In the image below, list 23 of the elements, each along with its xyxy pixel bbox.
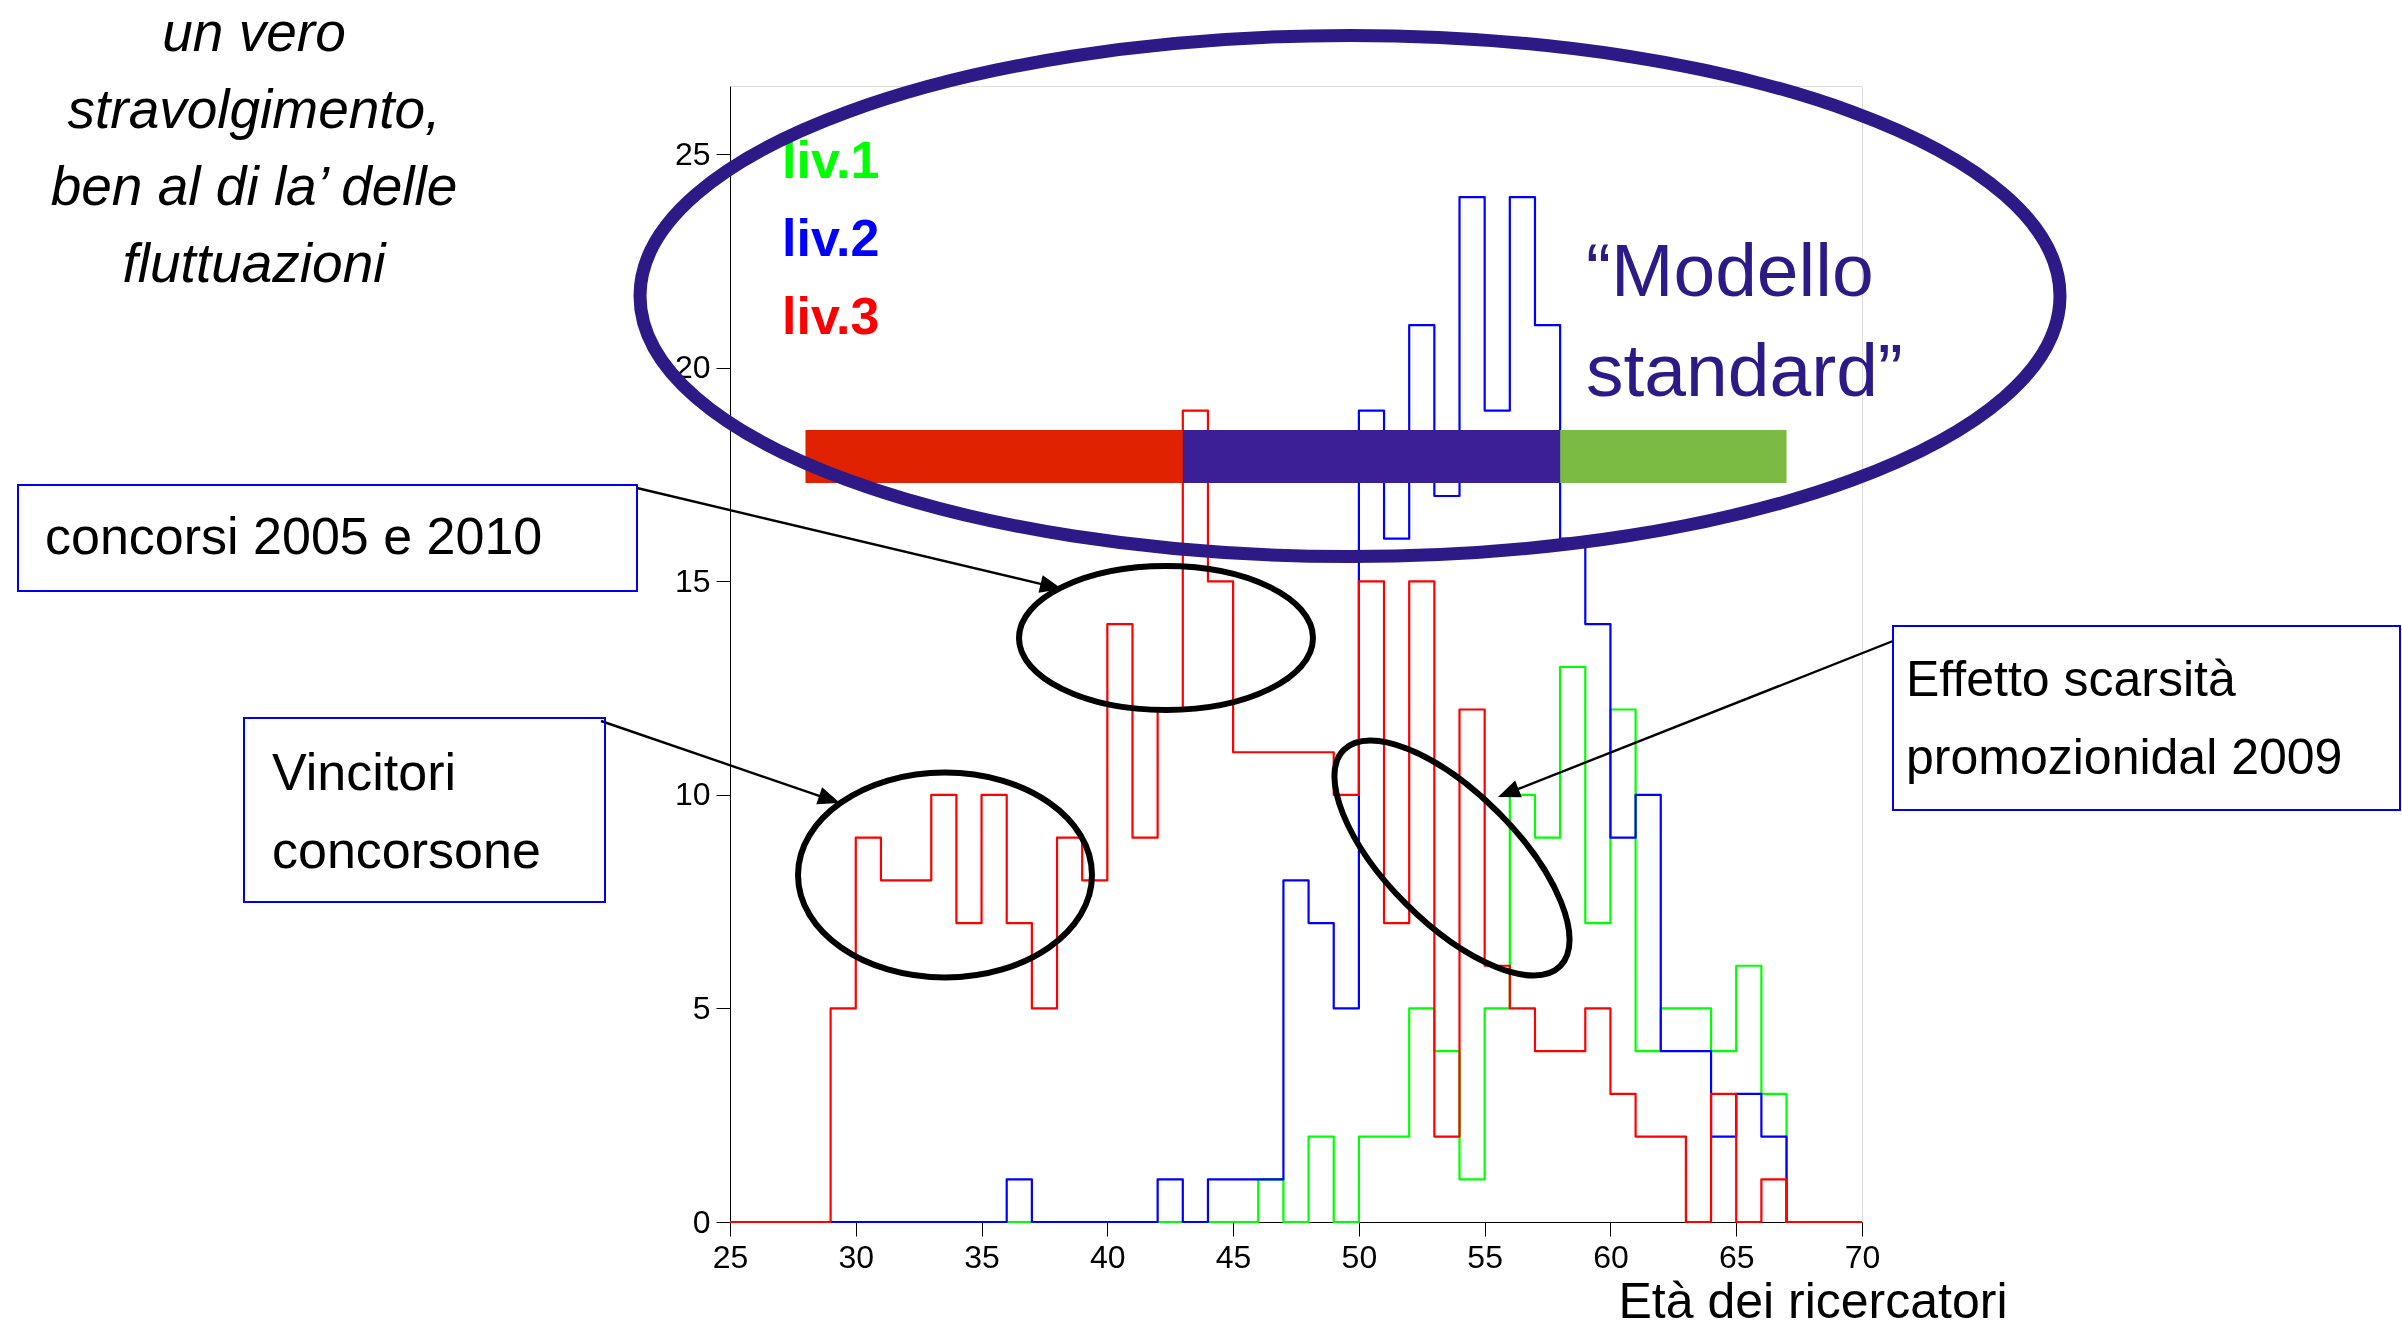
x-tick-label: 55	[1467, 1238, 1503, 1275]
x-tick-label: 50	[1341, 1238, 1378, 1275]
text: un vero stravolgimento, ben al di la’ delle fluttuazioni	[50, 1, 458, 294]
x-tick-label: 70	[1844, 1238, 1881, 1275]
text: liv.2	[782, 209, 880, 267]
y-tick-label: 15	[674, 562, 711, 599]
text: liv.1	[782, 131, 880, 189]
x-tick-label: 40	[1090, 1238, 1126, 1275]
x-tick-label: 65	[1718, 1238, 1755, 1275]
annotation: “Modello standard”	[1586, 228, 1903, 412]
y-tick-label: 10	[674, 776, 711, 813]
y-tick-label: 0	[692, 1203, 711, 1240]
text: liv.3	[782, 287, 880, 345]
x-tick-label: 35	[964, 1238, 1000, 1275]
x-tick-label: 30	[838, 1238, 875, 1275]
x-axis-title: Età dei ricercatori	[1618, 1272, 2008, 1329]
text: concorsi 2005 e 2010	[45, 507, 543, 565]
text: Effetto scarsità promozionidal 2009	[1906, 651, 2343, 785]
x-tick-label: 60	[1593, 1238, 1629, 1275]
y-tick-label: 5	[692, 989, 711, 1026]
x-tick-label: 45	[1215, 1238, 1252, 1275]
y-tick-label: 25	[674, 135, 711, 172]
text: Vincitori concorsone	[272, 743, 541, 879]
